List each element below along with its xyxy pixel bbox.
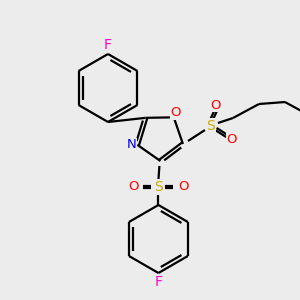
Text: S: S	[207, 119, 215, 133]
Text: F: F	[154, 275, 162, 289]
Text: O: O	[128, 181, 139, 194]
Text: S: S	[154, 180, 163, 194]
Text: N: N	[126, 138, 136, 151]
Text: O: O	[178, 181, 189, 194]
Text: F: F	[104, 38, 112, 52]
Text: O: O	[211, 98, 221, 112]
Text: O: O	[170, 106, 181, 119]
Text: O: O	[227, 133, 237, 146]
